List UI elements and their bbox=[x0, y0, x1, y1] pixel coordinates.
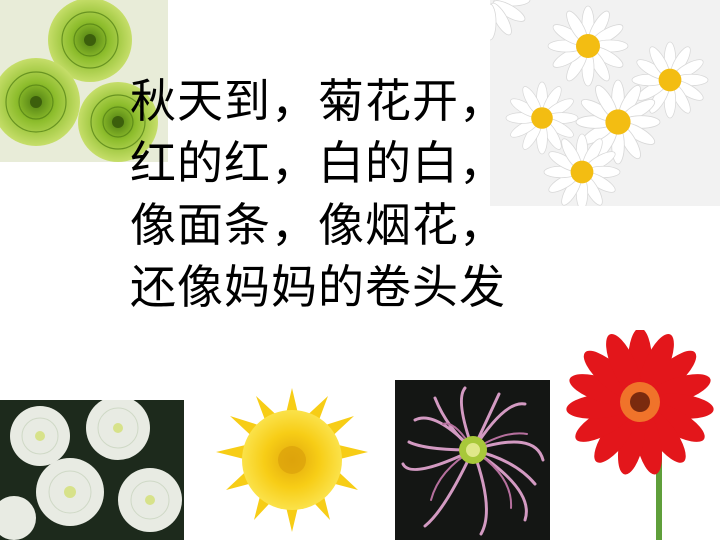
white-chrysanthemums-image bbox=[0, 400, 182, 540]
poem: 秋天到，菊花开， 红的红，白的白， 像面条，像烟花， 还像妈妈的卷头发 bbox=[130, 70, 600, 318]
pink-spider-chrysanthemum-photo bbox=[395, 380, 550, 540]
green-chrysanthemums-image bbox=[0, 0, 158, 162]
yellow-chrysanthemum-photo bbox=[208, 382, 376, 540]
poem-line-1: 秋天到，菊花开， bbox=[130, 74, 506, 128]
white-daisies-photo bbox=[490, 0, 720, 206]
green-chrysanthemums-photo bbox=[0, 0, 168, 162]
yellow-chrysanthemum-image bbox=[216, 388, 368, 532]
poem-line-4: 还像妈妈的卷头发 bbox=[130, 260, 506, 314]
pink-spider-chrysanthemum-image bbox=[401, 386, 545, 536]
red-gerbera-photo bbox=[556, 330, 720, 540]
poem-line-2: 红的红，白的白， bbox=[130, 136, 506, 190]
poem-line-3: 像面条，像烟花， bbox=[130, 198, 506, 252]
white-chrysanthemums-photo bbox=[0, 400, 184, 540]
white-daisies-image bbox=[490, 0, 709, 206]
red-gerbera-image bbox=[566, 330, 714, 540]
